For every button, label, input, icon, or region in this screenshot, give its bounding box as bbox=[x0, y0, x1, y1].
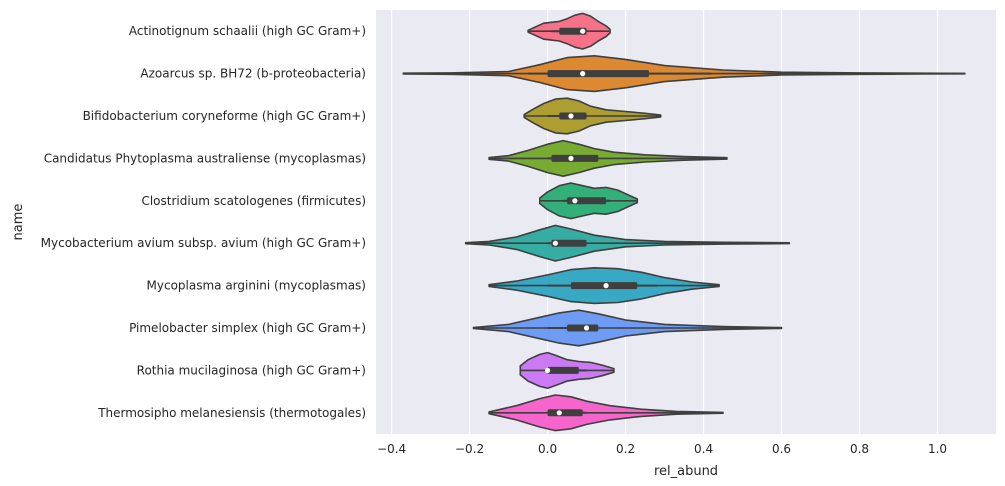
violin-iqr-box bbox=[547, 70, 649, 78]
x-axis-label: rel_abund bbox=[654, 464, 718, 479]
y-tick-label: Rothia mucilaginosa (high GC Gram+) bbox=[137, 363, 366, 377]
x-tick-label: −0.2 bbox=[455, 442, 484, 456]
violin-group bbox=[488, 139, 728, 177]
x-tick-label: 0.8 bbox=[850, 442, 869, 456]
y-tick-label: Mycobacterium avium subsp. avium (high G… bbox=[41, 236, 366, 250]
x-tick-label: 0.0 bbox=[538, 442, 557, 456]
y-tick-label: Bifidobacterium coryneforme (high GC Gra… bbox=[83, 109, 366, 123]
violin-median-dot bbox=[568, 113, 574, 119]
violin-median-dot bbox=[572, 198, 578, 204]
violin-group bbox=[472, 309, 783, 347]
violin-median-dot bbox=[556, 410, 562, 416]
y-tick-labels: Actinotignum schaalii (high GC Gram+) Azo… bbox=[41, 24, 366, 420]
violins bbox=[402, 12, 966, 432]
violin-iqr-box bbox=[547, 409, 583, 417]
violin-group bbox=[488, 267, 720, 305]
violin-group bbox=[527, 12, 611, 50]
violin-median-dot bbox=[580, 28, 586, 34]
y-axis-label: name bbox=[11, 204, 26, 241]
violin-median-dot bbox=[603, 283, 609, 289]
violin-iqr-box bbox=[551, 239, 587, 247]
violin-iqr-box bbox=[559, 27, 587, 35]
x-tick-label: 0.2 bbox=[616, 442, 635, 456]
y-tick-label: Azoarcus sp. BH72 (b-proteobacteria) bbox=[140, 67, 366, 81]
y-tick-label: Candidatus Phytoplasma australiense (myc… bbox=[44, 151, 366, 165]
x-tick-labels: −0.4 −0.2 0.0 0.2 0.4 0.6 0.8 1.0 bbox=[377, 442, 947, 456]
violin-iqr-box bbox=[567, 324, 599, 332]
violin-group bbox=[488, 394, 724, 432]
y-tick-label: Pimelobacter simplex (high GC Gram+) bbox=[129, 321, 366, 335]
x-tick-label: 0.4 bbox=[694, 442, 713, 456]
violin-group bbox=[519, 351, 615, 389]
y-tick-label: Thermosipho melanesiensis (thermotogales… bbox=[97, 406, 366, 420]
x-tick-label: 1.0 bbox=[928, 442, 947, 456]
violin-group bbox=[539, 182, 639, 220]
y-tick-label: Actinotignum schaalii (high GC Gram+) bbox=[129, 24, 366, 38]
y-tick-label: Mycoplasma arginini (mycoplasmas) bbox=[147, 279, 366, 293]
x-tick-label: −0.4 bbox=[377, 442, 406, 456]
violin-group bbox=[402, 55, 966, 93]
y-tick-label: Clostridium scatologenes (firmicutes) bbox=[141, 194, 366, 208]
violin-group bbox=[523, 97, 662, 135]
violin-iqr-box bbox=[547, 366, 579, 374]
violin-median-dot bbox=[583, 325, 590, 331]
x-tick-label: 0.6 bbox=[772, 442, 791, 456]
violin-iqr-box bbox=[551, 154, 599, 162]
violin-median-dot bbox=[580, 71, 586, 77]
violin-median-dot bbox=[552, 240, 558, 246]
violin-median-dot bbox=[544, 367, 551, 373]
violin-group bbox=[464, 224, 791, 262]
violin-iqr-box bbox=[567, 197, 607, 205]
violin-median-dot bbox=[568, 155, 574, 161]
